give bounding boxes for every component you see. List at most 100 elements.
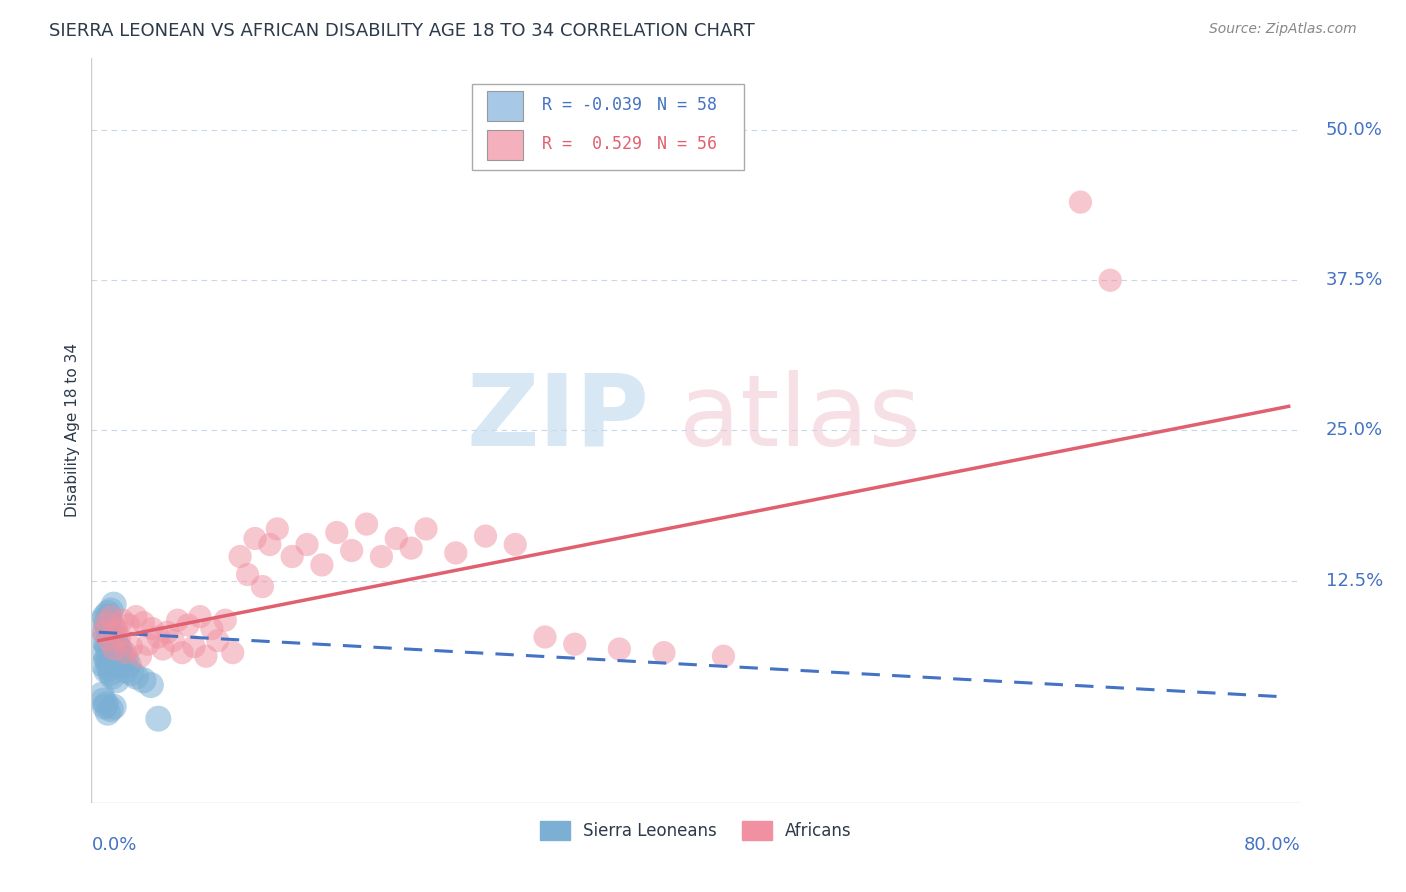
Legend: Sierra Leoneans, Africans: Sierra Leoneans, Africans (533, 814, 859, 847)
Point (295, 537, 318, 551)
Text: atlas: atlas (679, 370, 921, 467)
FancyBboxPatch shape (472, 84, 744, 169)
Point (117, 657, 139, 672)
Point (385, 532, 408, 546)
Point (125, 670, 148, 684)
Point (108, 630, 131, 644)
Point (188, 609, 211, 624)
Point (91, 694, 114, 708)
Point (96, 664, 118, 678)
Point (132, 673, 155, 688)
Point (129, 649, 152, 664)
Point (98, 630, 121, 644)
Point (252, 580, 274, 594)
Text: Source: ZipAtlas.com: Source: ZipAtlas.com (1209, 22, 1357, 37)
FancyBboxPatch shape (486, 130, 523, 160)
Point (166, 613, 188, 627)
Point (91, 633, 114, 648)
Point (97, 654, 120, 668)
Point (104, 630, 127, 644)
Point (105, 622, 128, 636)
Point (266, 522, 288, 536)
Point (103, 654, 125, 668)
Point (132, 615, 155, 630)
Point (177, 618, 200, 632)
Point (609, 642, 631, 657)
Text: 50.0%: 50.0% (1326, 121, 1382, 139)
Point (105, 637, 128, 651)
Point (207, 633, 229, 648)
FancyBboxPatch shape (486, 92, 523, 121)
Point (110, 649, 132, 664)
Point (104, 646, 127, 660)
Point (103, 699, 125, 714)
Point (534, 630, 557, 644)
Point (96, 615, 118, 630)
Point (111, 657, 134, 672)
Text: 25.0%: 25.0% (1326, 421, 1384, 440)
Point (564, 637, 586, 651)
Text: 12.5%: 12.5% (1326, 572, 1384, 590)
Point (108, 642, 131, 657)
Point (399, 541, 422, 555)
Point (98, 615, 121, 630)
Point (96, 637, 118, 651)
Point (91, 625, 114, 640)
Point (94, 625, 117, 640)
Point (97, 640, 120, 654)
Text: N = 58: N = 58 (657, 96, 717, 114)
Point (713, 649, 735, 664)
Point (100, 666, 122, 681)
Point (105, 673, 128, 688)
Point (136, 637, 159, 651)
Point (103, 622, 125, 636)
Point (101, 649, 124, 664)
Point (94, 699, 117, 714)
Text: SIERRA LEONEAN VS AFRICAN DISABILITY AGE 18 TO 34 CORRELATION CHART: SIERRA LEONEAN VS AFRICAN DISABILITY AGE… (49, 22, 755, 40)
Point (94, 609, 117, 624)
Point (100, 642, 122, 657)
Point (1099, 273, 1122, 287)
Point (114, 646, 136, 660)
Point (111, 654, 134, 668)
Point (100, 627, 122, 641)
Point (183, 640, 205, 654)
Text: R =  0.529: R = 0.529 (543, 135, 643, 153)
Point (100, 702, 122, 716)
Point (107, 646, 129, 660)
Point (326, 525, 349, 540)
Point (370, 549, 392, 564)
Point (96, 698, 118, 712)
Point (194, 649, 217, 664)
Point (90, 688, 112, 702)
Point (97, 606, 120, 620)
Point (98, 661, 121, 675)
Point (229, 549, 252, 564)
Point (243, 532, 266, 546)
Point (114, 651, 136, 665)
Point (97, 618, 120, 632)
Point (96, 615, 118, 630)
Point (121, 666, 143, 681)
Point (101, 670, 124, 684)
Text: ZIP: ZIP (467, 370, 650, 467)
Point (97, 706, 120, 720)
Text: 37.5%: 37.5% (1326, 271, 1384, 289)
Point (152, 642, 174, 657)
Point (100, 657, 122, 672)
Point (221, 646, 243, 660)
Point (111, 613, 134, 627)
Point (98, 633, 121, 648)
Point (311, 558, 333, 572)
Point (97, 622, 120, 636)
Point (121, 640, 143, 654)
Point (259, 537, 281, 551)
Text: N = 56: N = 56 (657, 135, 717, 153)
Point (201, 622, 224, 636)
Point (444, 546, 467, 560)
Point (117, 618, 139, 632)
Text: R = -0.039: R = -0.039 (543, 96, 643, 114)
Point (100, 604, 122, 618)
Point (103, 642, 125, 657)
Point (98, 609, 121, 624)
